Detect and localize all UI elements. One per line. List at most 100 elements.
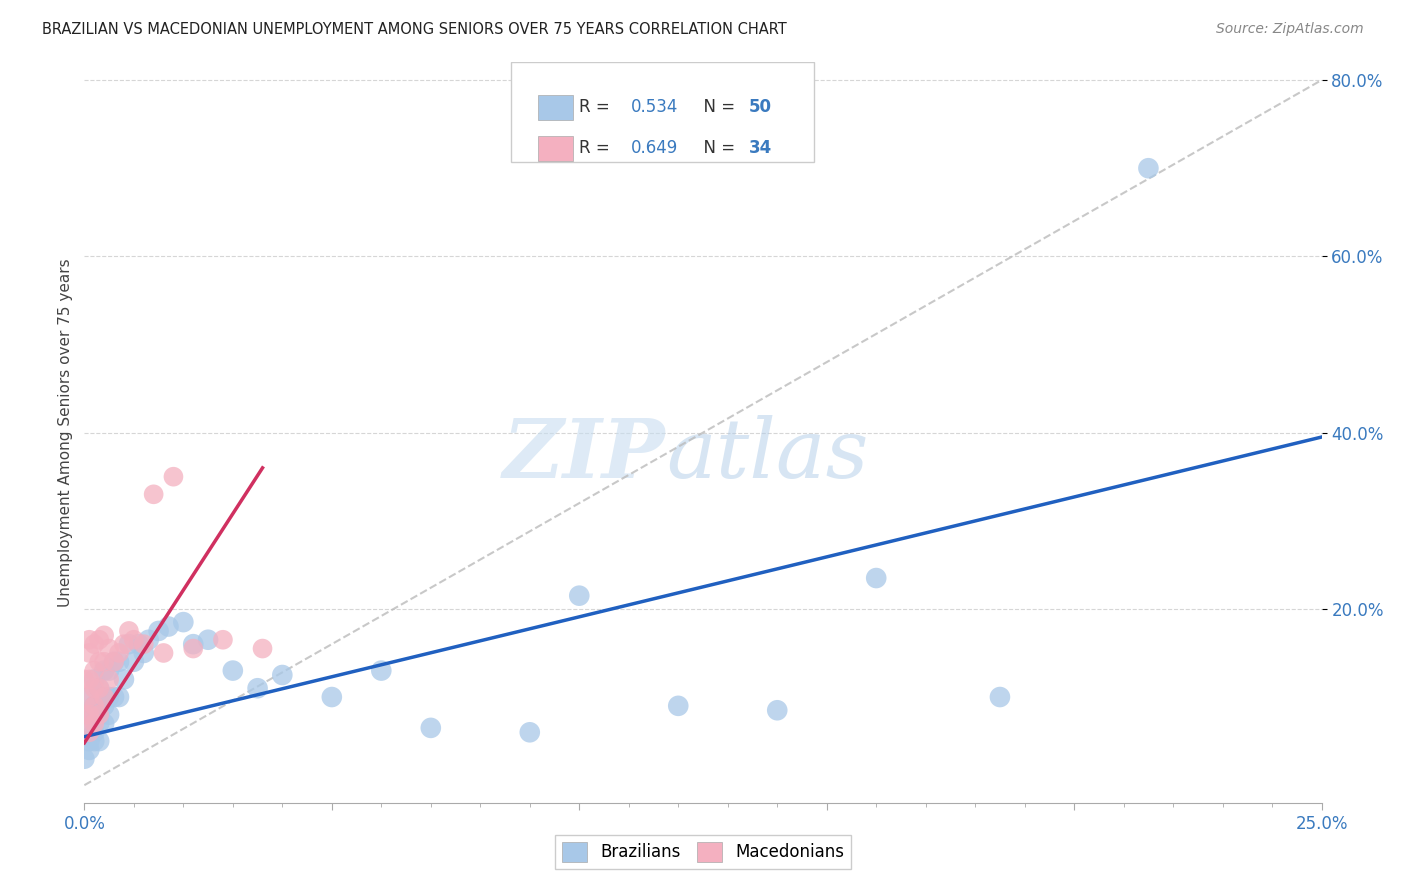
Point (89, 681, 111, 696)
Point (157, 619, 180, 633)
Point (568, 589, 591, 603)
Point (89, 698, 111, 713)
Point (103, 690, 125, 704)
Point (83, 716, 105, 731)
Point (142, 487, 165, 501)
Point (79, 690, 101, 704)
Point (132, 646, 155, 660)
Text: N =: N = (693, 138, 741, 157)
FancyBboxPatch shape (538, 95, 574, 120)
Point (93, 664, 115, 678)
Point (89, 632, 111, 647)
Text: 34: 34 (749, 138, 772, 157)
Point (93, 655, 115, 669)
Point (98, 690, 121, 704)
Point (89, 716, 111, 731)
Point (79, 707, 101, 722)
Point (252, 641, 274, 656)
Text: 50: 50 (749, 98, 772, 116)
Point (83, 673, 105, 687)
Point (73, 673, 96, 687)
Point (108, 655, 131, 669)
Point (98, 673, 121, 687)
Legend: Brazilians, Macedonians: Brazilians, Macedonians (555, 835, 851, 869)
Point (79, 673, 101, 687)
Point (222, 664, 245, 678)
Point (118, 637, 141, 651)
Point (89, 734, 111, 748)
Point (172, 615, 194, 629)
Point (112, 637, 135, 651)
FancyBboxPatch shape (512, 62, 814, 162)
Point (988, 690, 1011, 704)
Point (89, 655, 111, 669)
Point (98, 664, 121, 678)
Point (79, 725, 101, 739)
Text: Source: ZipAtlas.com: Source: ZipAtlas.com (1216, 22, 1364, 37)
Point (321, 690, 343, 704)
Point (138, 632, 160, 647)
Point (83, 707, 105, 722)
Point (122, 632, 145, 647)
Point (98, 641, 121, 656)
Point (79, 690, 101, 704)
Point (181, 637, 204, 651)
Point (93, 690, 115, 704)
Point (152, 646, 174, 660)
Point (271, 668, 294, 682)
Text: ZIP: ZIP (503, 415, 666, 495)
Point (370, 664, 392, 678)
Text: R =: R = (579, 98, 616, 116)
Point (181, 641, 204, 656)
Point (108, 646, 131, 660)
Point (103, 655, 125, 669)
Point (93, 690, 115, 704)
Point (118, 624, 141, 638)
Point (128, 637, 150, 651)
Point (79, 734, 101, 748)
Point (98, 707, 121, 722)
Point (112, 673, 135, 687)
Text: N =: N = (693, 98, 741, 116)
Point (79, 632, 101, 647)
Point (1137, 161, 1160, 176)
Point (83, 664, 105, 678)
Point (419, 721, 441, 735)
Point (83, 681, 105, 696)
Point (73, 707, 96, 722)
Point (246, 681, 269, 696)
Point (89, 707, 111, 722)
Point (83, 725, 105, 739)
Point (79, 707, 101, 722)
Point (108, 690, 131, 704)
Y-axis label: Unemployment Among Seniors over 75 years: Unemployment Among Seniors over 75 years (58, 259, 73, 607)
Point (519, 725, 541, 739)
Text: R =: R = (579, 138, 616, 157)
Point (73, 752, 96, 766)
Point (103, 655, 125, 669)
Point (89, 681, 111, 696)
Point (122, 655, 145, 669)
FancyBboxPatch shape (538, 136, 574, 161)
Point (766, 703, 789, 717)
Point (79, 646, 101, 660)
Point (83, 698, 105, 713)
Point (83, 734, 105, 748)
Point (865, 571, 887, 585)
Text: 0.534: 0.534 (631, 98, 679, 116)
Point (83, 698, 105, 713)
Point (212, 632, 235, 647)
Point (197, 632, 219, 647)
Text: atlas: atlas (666, 415, 869, 495)
Point (132, 637, 155, 651)
Point (79, 743, 101, 757)
Point (93, 716, 115, 731)
Point (148, 624, 170, 638)
Point (79, 725, 101, 739)
Text: 0.649: 0.649 (631, 138, 679, 157)
Text: BRAZILIAN VS MACEDONIAN UNEMPLOYMENT AMONG SENIORS OVER 75 YEARS CORRELATION CHA: BRAZILIAN VS MACEDONIAN UNEMPLOYMENT AMO… (42, 22, 787, 37)
Point (93, 628, 115, 642)
Point (666, 698, 689, 713)
Point (93, 698, 115, 713)
Point (162, 469, 184, 483)
